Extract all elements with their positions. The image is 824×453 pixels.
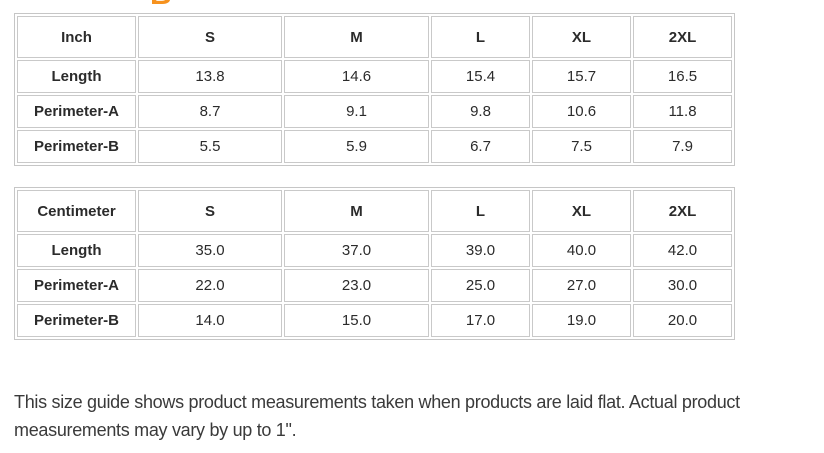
measurement-cell: 15.0 <box>284 304 429 337</box>
table-row: Perimeter-A 8.7 9.1 9.8 10.6 11.8 <box>17 95 732 128</box>
measurement-cell: 7.9 <box>633 130 732 163</box>
measurement-cell: 37.0 <box>284 234 429 267</box>
size-header-cell: M <box>284 190 429 232</box>
row-label-cell: Length <box>17 234 136 267</box>
table-row: Perimeter-B 5.5 5.9 6.7 7.5 7.9 <box>17 130 732 163</box>
measurement-cell: 40.0 <box>532 234 631 267</box>
measurement-cell: 20.0 <box>633 304 732 337</box>
row-label-cell: Perimeter-B <box>17 130 136 163</box>
unit-header-cell: Inch <box>17 16 136 58</box>
truncated-heading: B <box>150 0 177 8</box>
size-header-cell: L <box>431 190 530 232</box>
size-header-cell: S <box>138 16 282 58</box>
measurement-cell: 22.0 <box>138 269 282 302</box>
size-header-cell: XL <box>532 16 631 58</box>
measurement-cell: 19.0 <box>532 304 631 337</box>
measurement-cell: 14.6 <box>284 60 429 93</box>
table-row: Length 35.0 37.0 39.0 40.0 42.0 <box>17 234 732 267</box>
measurement-cell: 7.5 <box>532 130 631 163</box>
measurement-cell: 42.0 <box>633 234 732 267</box>
unit-header-cell: Centimeter <box>17 190 136 232</box>
size-header-cell: M <box>284 16 429 58</box>
measurement-cell: 14.0 <box>138 304 282 337</box>
measurement-cell: 35.0 <box>138 234 282 267</box>
size-header-cell: S <box>138 190 282 232</box>
table-row: Length 13.8 14.6 15.4 15.7 16.5 <box>17 60 732 93</box>
centimeter-size-table: Centimeter S M L XL 2XL Length 35.0 37.0… <box>14 187 735 340</box>
table-header-row: Centimeter S M L XL 2XL <box>17 190 732 232</box>
truncated-heading-glyph: B <box>150 0 172 8</box>
measurement-cell: 8.7 <box>138 95 282 128</box>
measurement-cell: 27.0 <box>532 269 631 302</box>
measurement-cell: 13.8 <box>138 60 282 93</box>
size-header-cell: 2XL <box>633 16 732 58</box>
row-label-cell: Perimeter-A <box>17 95 136 128</box>
measurement-cell: 10.6 <box>532 95 631 128</box>
measurement-cell: 5.5 <box>138 130 282 163</box>
measurement-cell: 25.0 <box>431 269 530 302</box>
measurement-cell: 39.0 <box>431 234 530 267</box>
size-header-cell: XL <box>532 190 631 232</box>
measurement-cell: 11.8 <box>633 95 732 128</box>
measurement-cell: 5.9 <box>284 130 429 163</box>
measurement-cell: 23.0 <box>284 269 429 302</box>
size-header-cell: L <box>431 16 530 58</box>
row-label-cell: Length <box>17 60 136 93</box>
row-label-cell: Perimeter-A <box>17 269 136 302</box>
table-header-row: Inch S M L XL 2XL <box>17 16 732 58</box>
measurement-cell: 17.0 <box>431 304 530 337</box>
measurement-cell: 16.5 <box>633 60 732 93</box>
measurement-cell: 30.0 <box>633 269 732 302</box>
inch-size-table: Inch S M L XL 2XL Length 13.8 14.6 15.4 … <box>14 13 735 166</box>
measurement-cell: 15.7 <box>532 60 631 93</box>
size-guide-note: This size guide shows product measuremen… <box>14 392 740 440</box>
measurement-cell: 6.7 <box>431 130 530 163</box>
measurement-cell: 15.4 <box>431 60 530 93</box>
size-header-cell: 2XL <box>633 190 732 232</box>
row-label-cell: Perimeter-B <box>17 304 136 337</box>
table-row: Perimeter-A 22.0 23.0 25.0 27.0 30.0 <box>17 269 732 302</box>
measurement-cell: 9.1 <box>284 95 429 128</box>
table-row: Perimeter-B 14.0 15.0 17.0 19.0 20.0 <box>17 304 732 337</box>
measurement-cell: 9.8 <box>431 95 530 128</box>
